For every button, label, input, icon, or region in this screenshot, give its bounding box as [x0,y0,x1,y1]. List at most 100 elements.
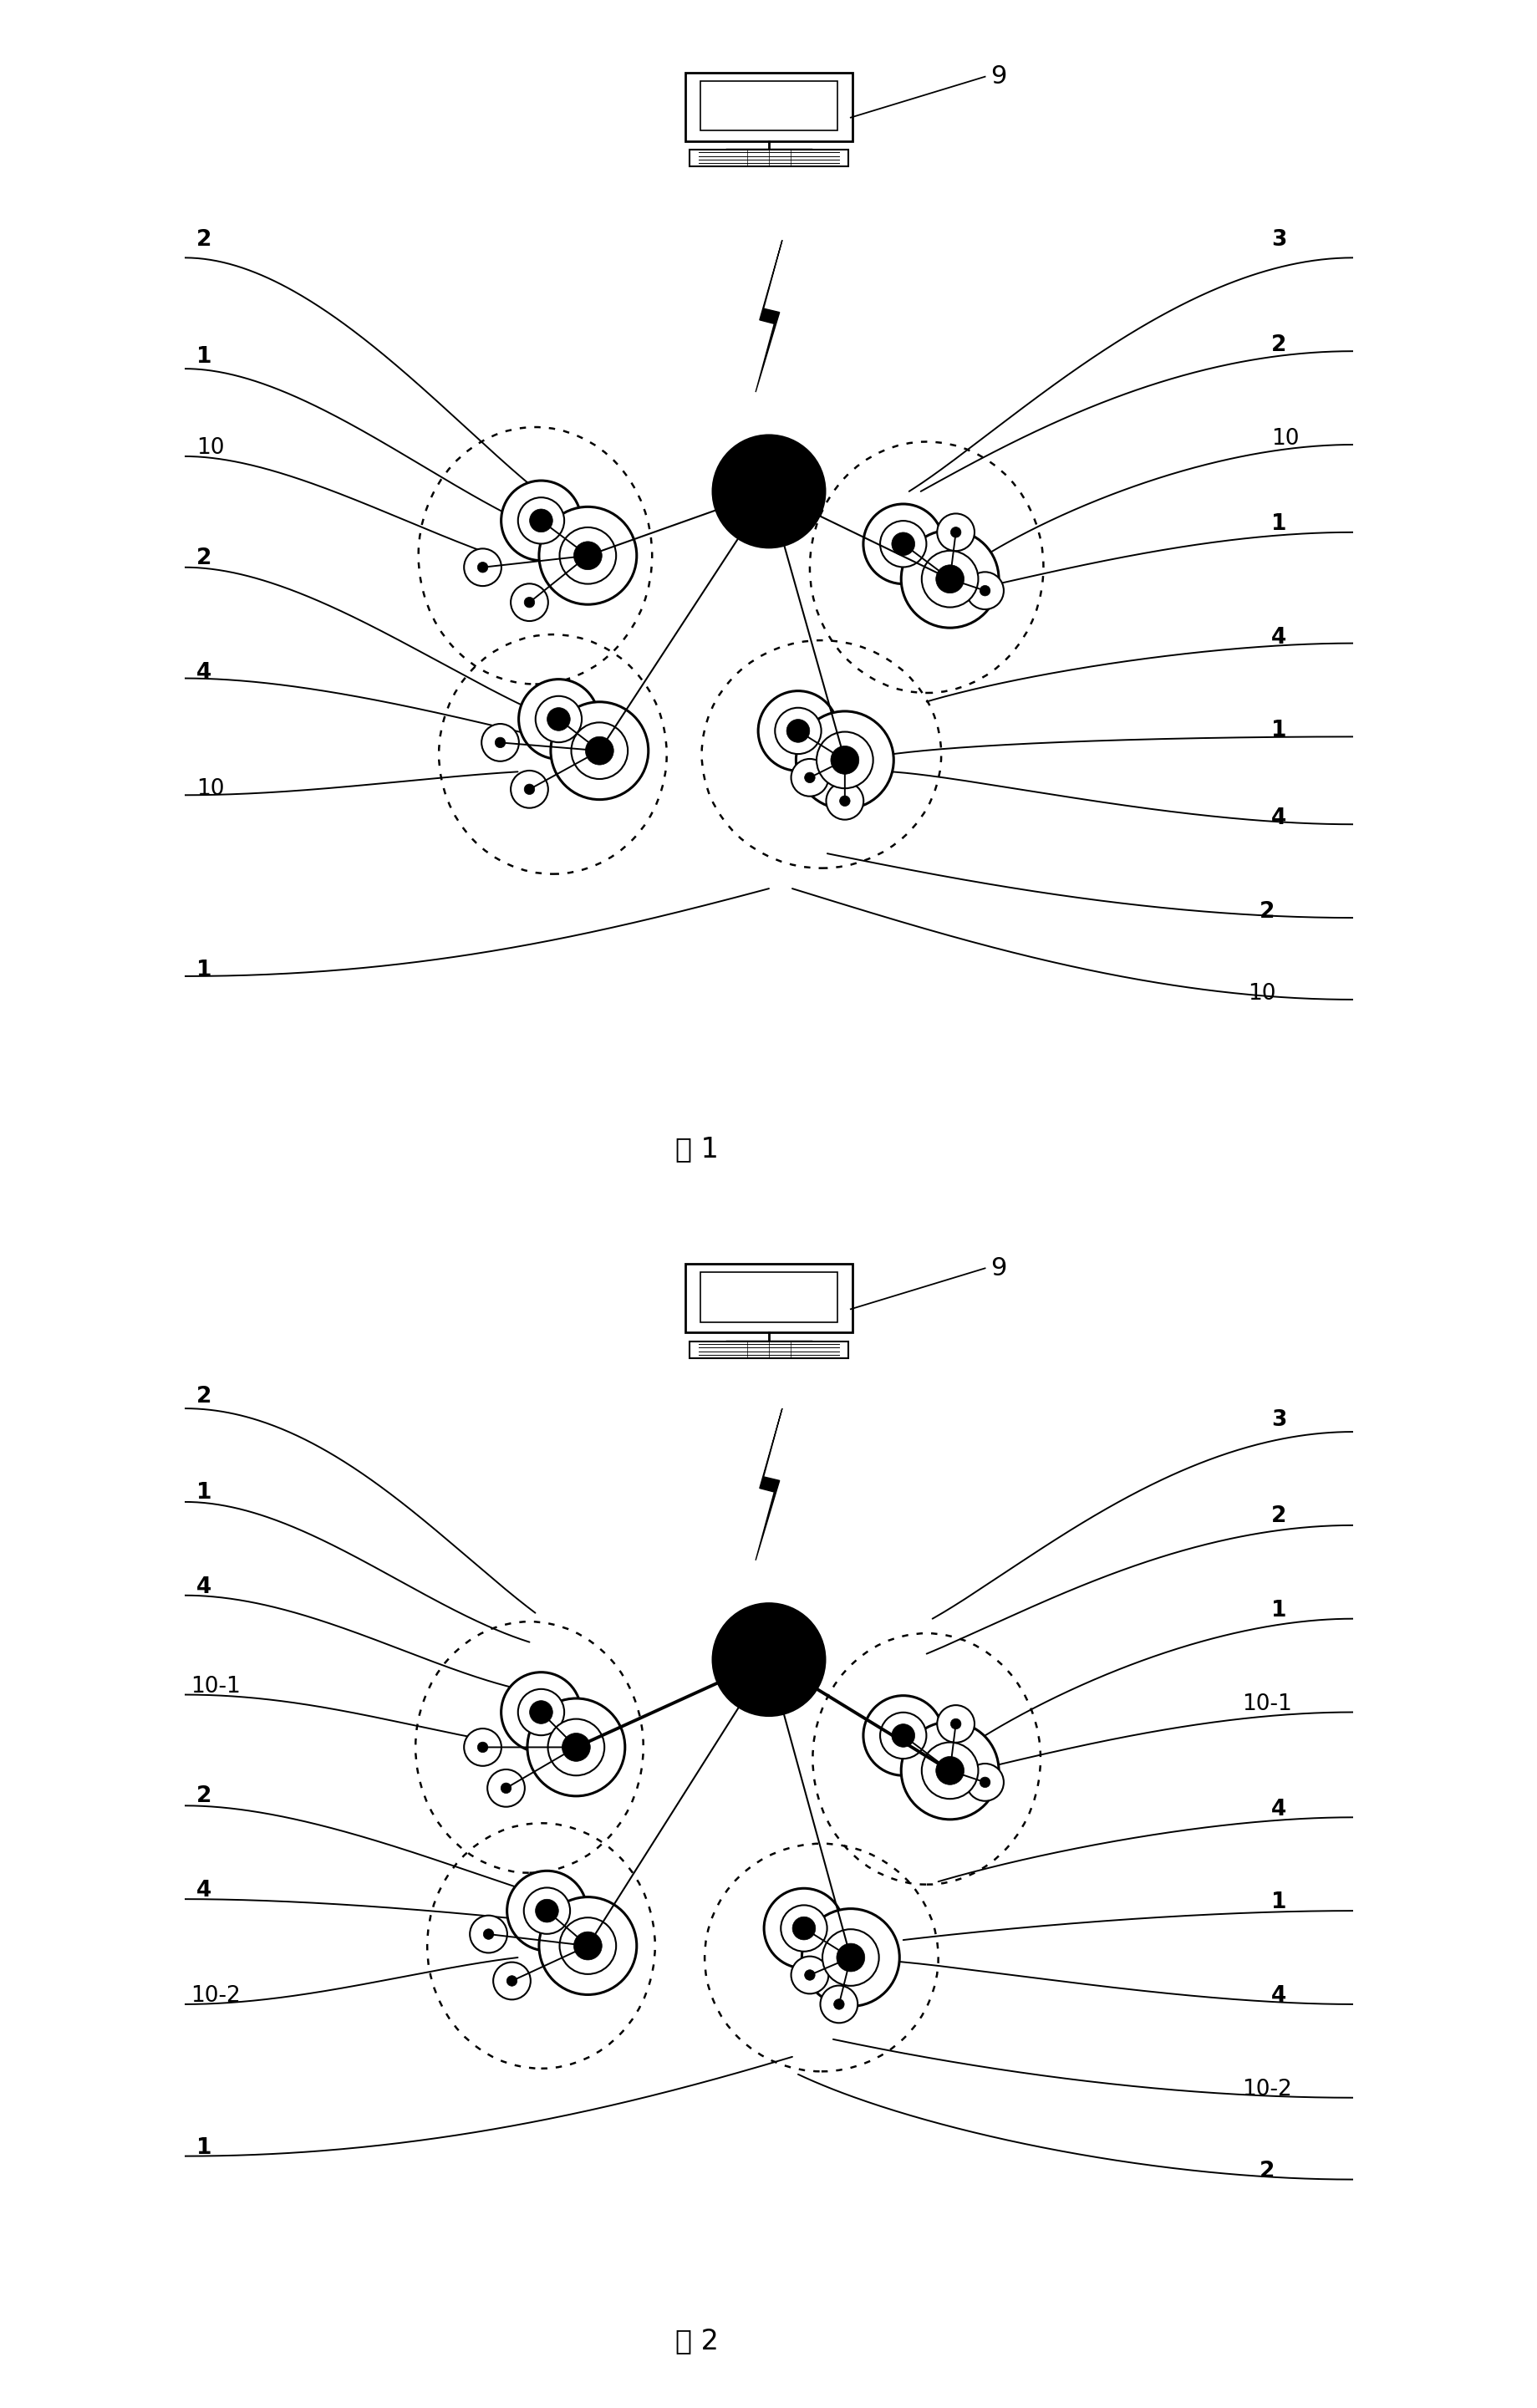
Text: 3: 3 [1271,229,1286,250]
Circle shape [965,573,1004,609]
Text: 图 1: 图 1 [675,1137,718,1163]
Circle shape [936,513,974,551]
Circle shape [539,506,636,604]
Polygon shape [699,1271,838,1322]
Polygon shape [686,72,851,142]
Circle shape [573,542,601,571]
Circle shape [804,1970,815,1979]
Circle shape [476,1741,487,1753]
Circle shape [936,1755,964,1784]
Text: 9: 9 [990,1257,1007,1281]
Circle shape [830,746,859,775]
Circle shape [862,503,942,583]
Text: 图 2: 图 2 [675,2326,718,2355]
Text: 1: 1 [197,1481,212,1503]
Text: 1: 1 [1271,1893,1286,1914]
Circle shape [539,1898,636,1994]
Circle shape [921,1743,978,1799]
Text: 2: 2 [197,1784,212,1806]
Circle shape [816,732,873,787]
Circle shape [518,679,598,759]
Text: 1: 1 [197,2136,212,2160]
Circle shape [921,551,978,607]
Text: 10: 10 [197,778,224,799]
Circle shape [510,771,547,809]
Text: 2: 2 [1259,2160,1274,2182]
Circle shape [901,1722,998,1820]
Text: 10-1: 10-1 [191,1676,240,1698]
Circle shape [547,1719,604,1775]
Polygon shape [755,1409,782,1560]
Circle shape [476,561,487,573]
Circle shape [758,691,838,771]
Text: 2: 2 [197,229,212,250]
Circle shape [819,1987,858,2023]
Circle shape [573,1931,601,1960]
Circle shape [796,710,893,809]
Text: 10-1: 10-1 [1242,1693,1291,1714]
Circle shape [535,1900,558,1922]
Circle shape [527,1698,624,1796]
Polygon shape [689,149,848,166]
Text: 1: 1 [1271,1599,1286,1621]
Circle shape [950,527,961,537]
Circle shape [518,498,564,544]
Text: 10: 10 [197,438,224,460]
Circle shape [879,520,925,566]
Circle shape [785,720,810,742]
Circle shape [550,701,649,799]
Circle shape [506,1975,516,1987]
Circle shape [781,1905,827,1950]
Text: 10: 10 [1247,982,1276,1004]
Circle shape [483,1929,493,1938]
Circle shape [822,1929,879,1987]
Circle shape [825,783,864,819]
Text: 10-2: 10-2 [1242,2078,1291,2100]
Text: 2: 2 [1271,335,1286,356]
Text: 1: 1 [197,958,212,980]
Circle shape [510,583,547,621]
Polygon shape [689,1341,848,1358]
Circle shape [790,1955,828,1994]
Circle shape [950,1719,961,1729]
Circle shape [518,1688,564,1736]
Circle shape [901,530,998,628]
Polygon shape [686,1264,851,1332]
Text: 1: 1 [1271,720,1286,742]
Circle shape [713,436,824,547]
Text: 1: 1 [1271,513,1286,535]
Circle shape [833,1999,844,2011]
Circle shape [891,1724,915,1748]
Text: 10-2: 10-2 [191,1984,240,2006]
Circle shape [535,696,581,742]
Circle shape [713,1604,824,1714]
Circle shape [501,482,581,561]
Text: 2: 2 [197,1387,212,1409]
Circle shape [529,1700,552,1724]
Circle shape [570,722,627,780]
Circle shape [936,566,964,592]
Circle shape [561,1734,590,1760]
Text: 2: 2 [197,547,212,568]
Text: 2: 2 [1259,901,1274,922]
Text: 4: 4 [197,662,212,684]
Text: 4: 4 [197,1881,212,1902]
Circle shape [470,1914,507,1953]
Circle shape [524,785,535,795]
Text: 3: 3 [1271,1409,1286,1430]
Circle shape [524,597,535,607]
Circle shape [524,1888,570,1934]
Circle shape [879,1712,925,1758]
Circle shape [507,1871,587,1950]
Circle shape [529,508,552,532]
Circle shape [464,549,501,585]
Circle shape [804,773,815,783]
Text: 1: 1 [197,347,212,368]
Circle shape [501,1782,510,1794]
Circle shape [979,585,990,595]
Circle shape [559,527,616,583]
Circle shape [775,708,821,754]
Circle shape [547,708,570,730]
Circle shape [764,1888,844,1967]
Polygon shape [755,241,782,393]
